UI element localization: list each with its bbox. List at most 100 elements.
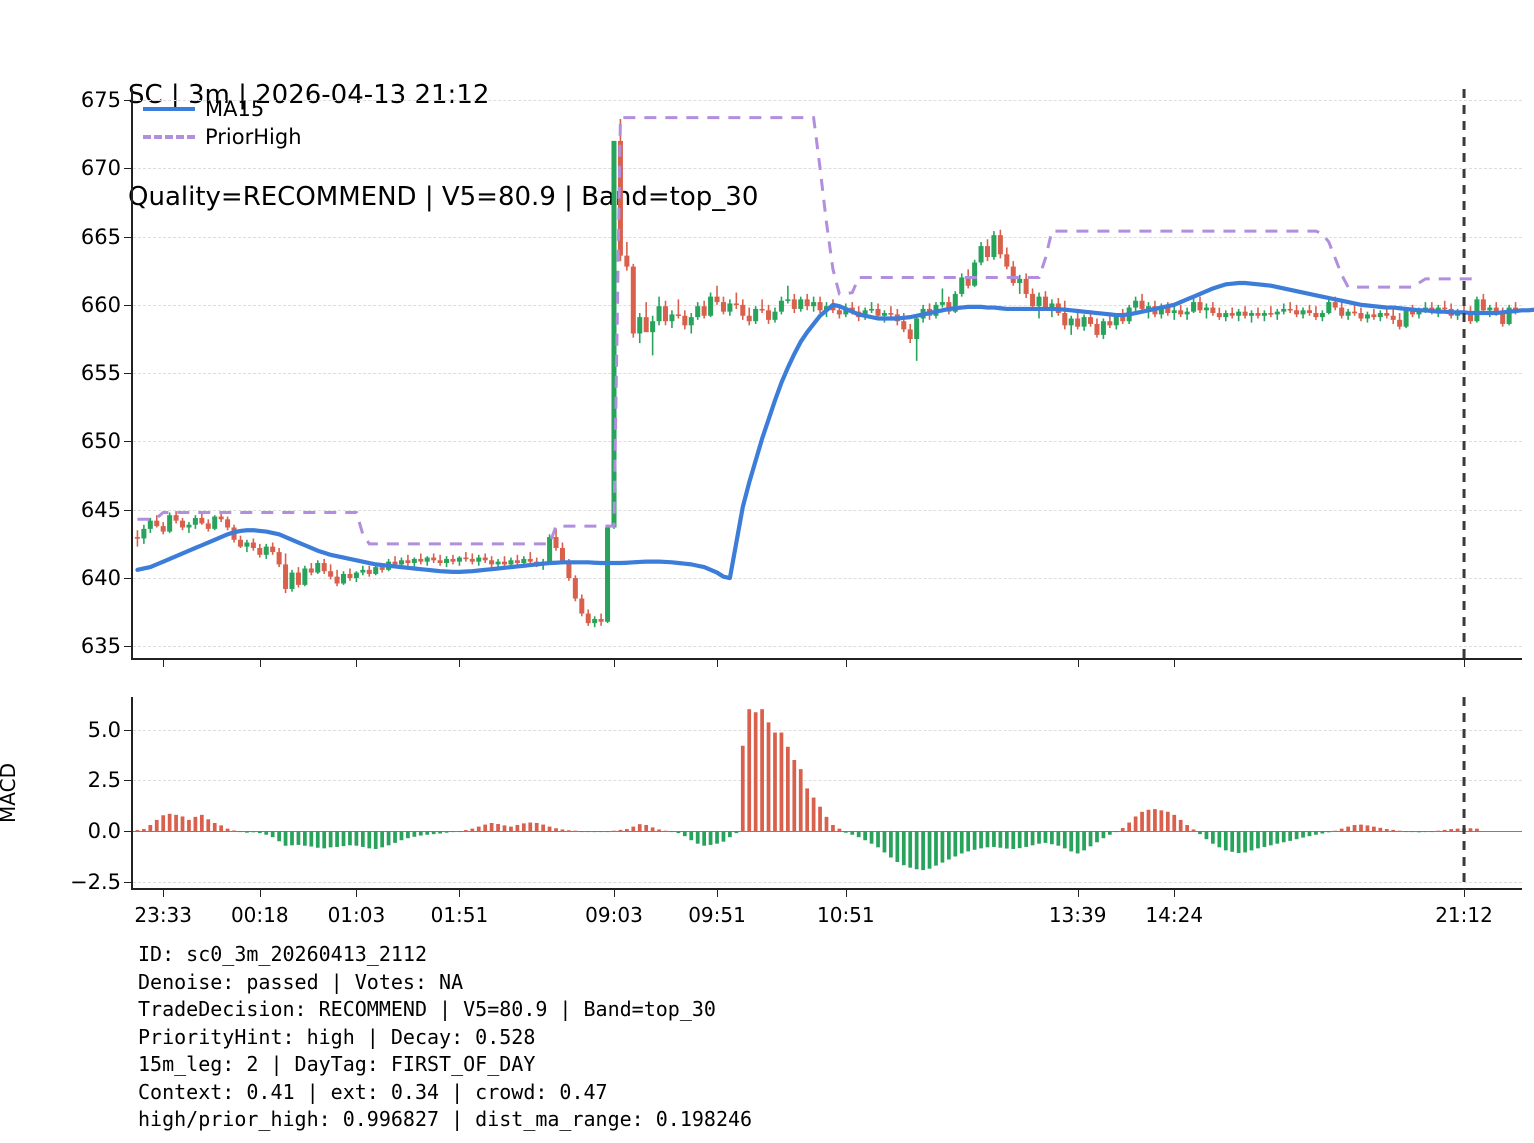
price-gridline bbox=[133, 99, 1522, 101]
candle-body bbox=[218, 516, 224, 520]
candle-body bbox=[753, 308, 759, 322]
macd-gridline bbox=[133, 881, 1522, 883]
candlestick-series bbox=[134, 119, 1519, 628]
candle-body bbox=[379, 567, 385, 570]
candle-body bbox=[733, 303, 739, 306]
macd-bar bbox=[1384, 829, 1389, 832]
candle-body bbox=[508, 560, 514, 565]
candle-body bbox=[405, 560, 411, 564]
candle-body bbox=[341, 573, 347, 584]
candle-body bbox=[965, 277, 971, 286]
candle-body bbox=[1377, 313, 1383, 318]
x-axis-tick-label: 21:12 bbox=[1435, 903, 1493, 927]
price-gridline bbox=[133, 441, 1522, 443]
macd-bar bbox=[914, 831, 919, 870]
candle-body bbox=[952, 293, 958, 312]
candle-body bbox=[1506, 307, 1512, 324]
candle-body bbox=[701, 306, 707, 316]
macd-bar bbox=[798, 769, 803, 832]
macd-bar bbox=[386, 831, 391, 846]
macd-bar bbox=[1043, 831, 1048, 843]
macd-bar bbox=[785, 746, 790, 832]
candle-body bbox=[1294, 310, 1300, 315]
candle-body bbox=[276, 552, 282, 565]
macd-bar bbox=[1230, 831, 1235, 852]
macd-bar bbox=[1314, 831, 1318, 835]
x-axis-tick bbox=[613, 890, 615, 897]
macd-bar bbox=[1468, 828, 1473, 832]
x-axis-tick bbox=[1464, 890, 1466, 897]
candle-body bbox=[1306, 310, 1312, 314]
macd-bar bbox=[1475, 828, 1479, 832]
candle-body bbox=[778, 300, 784, 312]
macd-bar bbox=[554, 828, 558, 832]
macd-bar bbox=[1359, 824, 1363, 832]
macd-bar bbox=[547, 826, 552, 832]
macd-bar bbox=[431, 831, 436, 835]
candle-body bbox=[1004, 254, 1010, 267]
macd-bar bbox=[1243, 831, 1247, 853]
candle-body bbox=[1371, 314, 1377, 318]
macd-bar bbox=[1288, 831, 1293, 841]
macd-bar bbox=[985, 831, 990, 848]
macd-bar bbox=[1397, 830, 1402, 832]
macd-bar bbox=[380, 831, 385, 848]
macd-bar bbox=[1268, 831, 1273, 846]
macd-bar bbox=[277, 831, 281, 842]
candle-body bbox=[456, 557, 462, 562]
macd-bar bbox=[148, 824, 153, 832]
macd-bar bbox=[618, 829, 623, 832]
candle-body bbox=[939, 302, 945, 305]
candle-body bbox=[662, 306, 669, 322]
candle-body bbox=[289, 572, 295, 589]
macd-bar bbox=[154, 819, 159, 832]
macd-bar bbox=[225, 828, 230, 832]
candle-body bbox=[1442, 307, 1448, 310]
candle-body bbox=[1255, 313, 1261, 316]
candle-body bbox=[1339, 307, 1345, 316]
candle-body bbox=[740, 304, 746, 316]
macd-bar bbox=[1050, 831, 1054, 845]
candle-body bbox=[1474, 299, 1480, 322]
macd-bar bbox=[579, 831, 584, 833]
macd-bar bbox=[360, 831, 365, 847]
candle-body bbox=[463, 557, 469, 560]
macd-bar bbox=[354, 831, 359, 846]
candle-body bbox=[302, 568, 308, 585]
title-line-1: SC | 3m | 2026-04-13 21:12 bbox=[128, 80, 490, 110]
candle-body bbox=[1042, 296, 1048, 308]
candle-body bbox=[907, 329, 913, 339]
macd-bar bbox=[174, 814, 178, 832]
macd-bar bbox=[721, 831, 726, 842]
candle-body bbox=[237, 539, 243, 547]
candle-body bbox=[972, 262, 978, 286]
macd-bar bbox=[245, 831, 249, 833]
candle-body bbox=[959, 277, 965, 294]
candle-body bbox=[437, 560, 443, 564]
macd-bar bbox=[1127, 822, 1132, 832]
price-panel bbox=[131, 89, 1522, 660]
priorhigh-line-swatch bbox=[143, 135, 195, 139]
candle-body bbox=[766, 310, 772, 320]
candle-body bbox=[817, 302, 823, 311]
macd-bar bbox=[657, 829, 661, 832]
macd-bar bbox=[753, 712, 758, 832]
candle-body bbox=[1300, 310, 1306, 315]
macd-bar bbox=[811, 797, 816, 832]
macd-bar bbox=[541, 824, 546, 832]
x-axis-tick-price bbox=[845, 660, 847, 667]
macd-bar bbox=[1417, 831, 1421, 833]
price-axis-tick bbox=[124, 236, 131, 238]
candle-body bbox=[308, 568, 314, 573]
macd-bar bbox=[303, 831, 307, 846]
x-axis-tick-price bbox=[1077, 660, 1079, 667]
candle-body bbox=[566, 561, 572, 579]
candle-body bbox=[759, 308, 765, 311]
candle-body bbox=[1210, 307, 1216, 314]
macd-bar bbox=[406, 831, 410, 839]
macd-bar bbox=[367, 831, 372, 849]
macd-bar bbox=[509, 826, 513, 832]
macd-bar bbox=[1204, 831, 1209, 840]
